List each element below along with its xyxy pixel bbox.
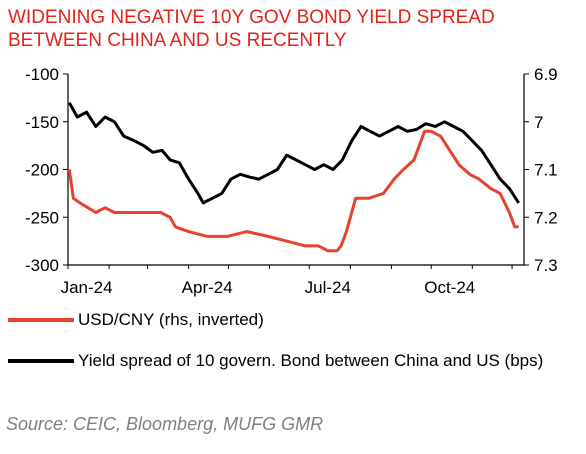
legend-swatch-yield-spread	[8, 359, 74, 363]
chart-title-line-2: BETWEEN CHINA AND US RECENTLY	[8, 30, 347, 51]
legend-label-usdcny: USD/CNY (rhs, inverted)	[78, 310, 264, 329]
right-y-tick-label: 7	[534, 113, 543, 132]
series-line-yield-spread	[67, 101, 520, 205]
right-y-tick-label: 7.1	[534, 161, 558, 180]
source-note: Source: CEIC, Bloomberg, MUFG GMR	[6, 414, 324, 434]
right-y-tick-label: 7.2	[534, 208, 558, 227]
left-y-tick-label: -100	[25, 65, 59, 84]
chart-title-line-1: WIDENING NEGATIVE 10Y GOV BOND YIELD SPR…	[8, 7, 495, 28]
legend-swatch-usdcny	[8, 318, 74, 322]
left-y-tick-label: -250	[25, 208, 59, 227]
series-line-usdcny	[67, 129, 519, 253]
left-y-tick-label: -150	[25, 113, 59, 132]
x-tick-label: Jan-24	[61, 278, 113, 297]
left-y-tick-label: -200	[25, 161, 59, 180]
right-y-tick-label: 6.9	[534, 65, 558, 84]
x-tick-label: Jul-24	[305, 278, 351, 297]
legend-label-yield-spread: Yield spread of 10 govern. Bond between …	[78, 351, 544, 370]
chart-title: WIDENING NEGATIVE 10Y GOV BOND YIELD SPR…	[8, 6, 578, 52]
x-tick-label: Oct-24	[424, 278, 475, 297]
x-tick-label: Apr-24	[182, 278, 233, 297]
left-y-tick-label: -300	[25, 256, 59, 275]
right-y-tick-label: 7.3	[534, 256, 558, 275]
